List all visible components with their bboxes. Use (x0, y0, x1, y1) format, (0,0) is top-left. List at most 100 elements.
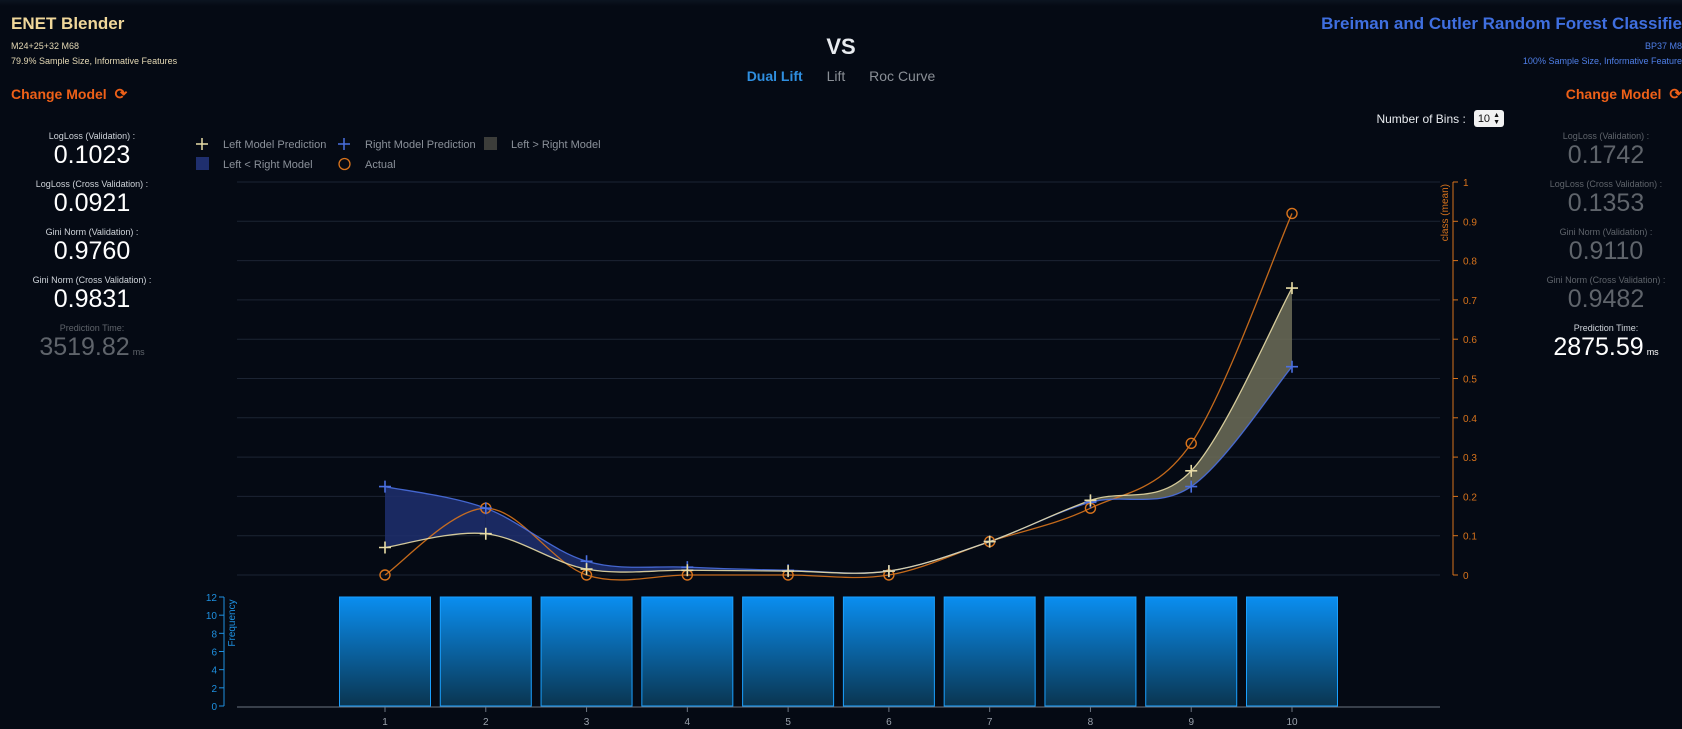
chart-tabs: Dual Lift Lift Roc Curve (0, 68, 1682, 84)
right-model-point (379, 480, 391, 493)
x-tick-label: 2 (483, 717, 489, 728)
frequency-bar (742, 596, 835, 707)
left-change-model-button[interactable]: Change Model ⟳ (11, 86, 127, 102)
tab-roc-curve[interactable]: Roc Curve (869, 68, 936, 84)
bins-select[interactable]: 10 ▲ ▼ (1473, 110, 1504, 127)
tab-dual-lift[interactable]: Dual Lift (746, 68, 803, 84)
right-change-model-label: Change Model (1565, 86, 1662, 102)
y-tick-label: 0 (1463, 571, 1469, 582)
right-model-point (479, 502, 492, 515)
right-metric-gini-cv: Gini Norm (Cross Validation) : 0.9482 (1521, 275, 1682, 313)
frequency-tick-label: 10 (206, 611, 218, 622)
left-model-point (379, 541, 391, 554)
right-metric-prediction-time: Prediction Time: 2875.59 ms (1521, 323, 1682, 366)
metric-label: LogLoss (Validation) : (48, 131, 136, 141)
metric-label: Gini Norm (Cross Validation) : (32, 275, 152, 285)
x-tick-label: 3 (584, 717, 590, 728)
y-tick-label: 0.7 (1463, 296, 1477, 307)
metric-unit: ms (1646, 347, 1659, 357)
left-metric-prediction-time: Prediction Time: 3519.82 ms (7, 323, 177, 366)
y-tick-label: 0.8 (1463, 257, 1477, 268)
frequency-tick-label: 0 (211, 702, 217, 713)
legend-left-gt-right-swatch (484, 137, 497, 150)
left-model-point (580, 563, 593, 576)
x-tick-label: 9 (1188, 717, 1194, 728)
left-metric-gini-cv: Gini Norm (Cross Validation) : 0.9831 (7, 275, 177, 313)
frequency-bar (1044, 596, 1137, 707)
refresh-icon: ⟳ (114, 85, 128, 103)
frequency-bar (339, 596, 431, 707)
frequency-bar (842, 596, 935, 707)
frequency-axis-label: Frequency (227, 599, 238, 646)
frequency-tick-label: 2 (211, 684, 217, 695)
right-model-id: BP37 M8 (1644, 41, 1682, 51)
x-tick-label: 10 (1286, 717, 1298, 728)
metric-label: Prediction Time: (1573, 323, 1639, 333)
metric-value: 0.1353 (1567, 189, 1645, 217)
x-tick-label: 8 (1088, 717, 1094, 728)
metric-label: LogLoss (Cross Validation) : (35, 179, 149, 189)
y-tick-label: 0.6 (1463, 335, 1477, 346)
left-model-line (384, 287, 1293, 574)
metric-number: 3519.82 (39, 333, 130, 361)
metric-number: 2875.59 (1553, 333, 1644, 361)
legend-actual-swatch (338, 157, 351, 171)
frequency-tick-label: 4 (211, 666, 217, 677)
frequency-bar (641, 596, 734, 707)
metric-label: Prediction Time: (59, 323, 125, 333)
left-metrics-panel: LogLoss (Validation) : 0.1023 LogLoss (C… (7, 131, 177, 376)
metric-label: LogLoss (Cross Validation) : (1549, 179, 1663, 189)
y-axis-label: class (mean) (1440, 184, 1451, 241)
left-metric-logloss-validation: LogLoss (Validation) : 0.1023 (7, 131, 177, 169)
metric-label: Gini Norm (Cross Validation) : (1546, 275, 1666, 285)
actual-point (1286, 207, 1298, 220)
y-tick-label: 0.4 (1463, 414, 1477, 425)
y-tick-label: 0.2 (1463, 492, 1477, 503)
metric-label: Gini Norm (Validation) : (45, 227, 139, 237)
vs-label: VS (826, 34, 856, 59)
left-metric-logloss-cv: LogLoss (Cross Validation) : 0.0921 (7, 179, 177, 217)
frequency-bar (943, 596, 1036, 707)
right-metric-gini-validation: Gini Norm (Validation) : 0.9110 (1521, 227, 1682, 265)
legend-left-gt-right-label: Left > Right Model (511, 139, 601, 151)
left-model-point (983, 535, 996, 548)
metric-value: 0.9110 (1568, 237, 1644, 265)
metric-value: 2875.59 ms (1521, 333, 1682, 366)
metric-value: 0.9760 (53, 237, 131, 265)
y-tick-label: 0.5 (1463, 375, 1477, 386)
metric-label: Gini Norm (Validation) : (1559, 227, 1653, 237)
left-model-point (479, 527, 492, 540)
x-tick-label: 6 (886, 717, 892, 728)
right-model-point (1286, 360, 1298, 373)
left-model-point (1286, 282, 1298, 295)
legend-actual-label: Actual (365, 159, 396, 171)
frequency-tick-label: 6 (211, 648, 217, 659)
frequency-bar (1145, 596, 1238, 707)
left-model-point (882, 565, 895, 578)
legend-left-lt-right-label: Left < Right Model (223, 159, 313, 171)
y-tick-label: 0.9 (1463, 217, 1477, 228)
right-change-model-button[interactable]: Change Model ⟳ (1566, 86, 1682, 102)
legend-left-lt-right-swatch (196, 157, 209, 170)
left-metric-gini-validation: Gini Norm (Validation) : 0.9760 (7, 227, 177, 265)
x-tick-label: 7 (987, 717, 993, 728)
actual-line (384, 213, 1293, 581)
refresh-icon: ⟳ (1669, 85, 1682, 103)
tab-lift[interactable]: Lift (826, 68, 846, 84)
left-change-model-label: Change Model (11, 86, 107, 102)
x-tick-label: 4 (685, 717, 691, 728)
actual-point (1185, 437, 1197, 450)
left-model-point (681, 564, 694, 577)
metric-unit: ms (132, 347, 145, 357)
metric-label: LogLoss (Validation) : (1562, 131, 1650, 141)
left-lt-right-area (485, 508, 587, 570)
metric-value: 3519.82 ms (7, 333, 177, 366)
y-tick-label: 1 (1463, 178, 1469, 189)
metric-value: 0.9831 (53, 285, 131, 313)
stepper-icon: ▲ ▼ (1493, 111, 1500, 126)
x-tick-label: 1 (382, 717, 388, 728)
right-metric-logloss-validation: LogLoss (Validation) : 0.1742 (1521, 131, 1682, 169)
y-tick-label: 0.1 (1463, 532, 1477, 543)
